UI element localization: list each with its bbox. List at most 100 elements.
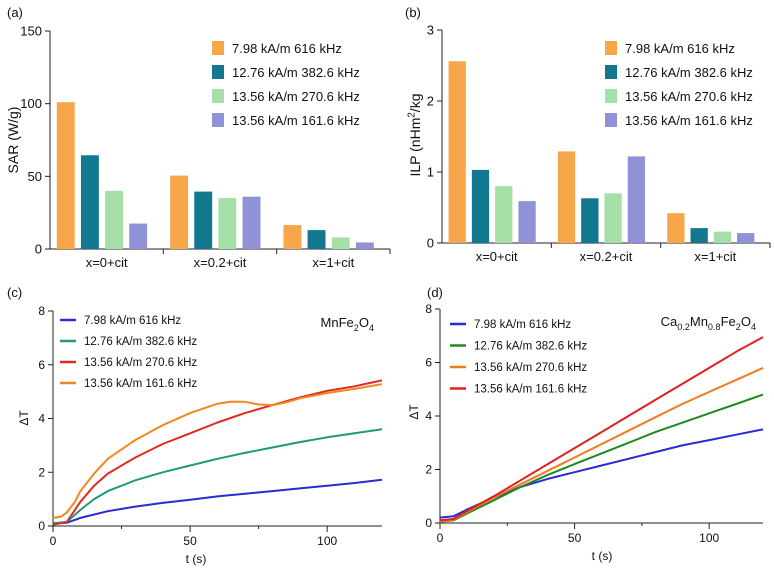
- legend-label: 7.98 kA/m 616 kHz: [474, 319, 571, 331]
- compound-annotation-part: 4: [751, 322, 756, 332]
- y-tick-label: 100: [20, 96, 42, 111]
- compound-annotation-part: 0.8: [708, 322, 721, 332]
- legend-label: 12.76 kA/m 382.6 kHz: [474, 341, 587, 353]
- x-tick-label: x=1+cit: [312, 255, 354, 270]
- legend-label: 7.98 kA/m 616 kHz: [625, 41, 735, 56]
- y-tick-label: 4: [38, 412, 45, 426]
- legend-swatch: [212, 65, 224, 79]
- legend-swatch: [212, 41, 224, 55]
- compound-annotation-part: Fe: [721, 314, 736, 329]
- bar: [581, 198, 599, 243]
- legend-label: 13.56 kA/m 270.6 kHz: [84, 357, 197, 369]
- bar: [737, 233, 755, 243]
- panel-label-d: (d): [427, 285, 443, 300]
- series-line: [52, 383, 383, 519]
- y-tick-label: 6: [425, 356, 432, 370]
- y-axis-label-b: ILP (nHm2/kg: [406, 93, 423, 176]
- compound-annotation: Ca0.2Mn0.8Fe2O4: [661, 314, 756, 332]
- bar: [690, 228, 708, 243]
- series-line: [52, 379, 383, 526]
- legend-label: 13.56 kA/m 161.6 kHz: [474, 384, 587, 396]
- compound-annotation-part: 0.2: [677, 322, 690, 332]
- y-tick-label: 8: [38, 304, 45, 318]
- panel-label-a: (a): [7, 5, 23, 20]
- bar: [448, 61, 466, 243]
- y-axis-label-b-part: 2: [406, 112, 417, 117]
- x-tick-label: 50: [183, 534, 197, 548]
- series-line: [439, 393, 764, 523]
- y-tick-label: 2: [427, 94, 434, 109]
- bar: [331, 237, 350, 249]
- series-line: [439, 366, 764, 523]
- legend-label: 13.56 kA/m 161.6 kHz: [625, 113, 753, 128]
- x-tick-label: x=0+cit: [476, 249, 518, 264]
- legend-label: 12.76 kA/m 382.6 kHz: [625, 65, 753, 80]
- series-line: [439, 336, 764, 522]
- compound-annotation: MnFe2O4: [321, 315, 374, 333]
- y-tick-label: 0: [427, 236, 434, 251]
- x-tick-label: 0: [437, 531, 444, 545]
- bar: [105, 190, 123, 249]
- bar: [283, 225, 302, 249]
- compound-annotation-part: Mn: [690, 314, 708, 329]
- compound-annotation-part: O: [741, 314, 751, 329]
- series-line: [439, 428, 764, 519]
- y-tick-label: 0: [38, 519, 45, 533]
- compound-annotation-part: 2: [736, 322, 741, 332]
- panel-label-c: (c): [7, 285, 22, 300]
- y-tick-label: 6: [38, 358, 45, 372]
- x-tick-label: 100: [317, 534, 337, 548]
- bar: [80, 155, 99, 249]
- x-tick-label: x=0+cit: [86, 255, 128, 270]
- x-tick-label: x=0.2+cit: [580, 249, 633, 264]
- y-axis-label-d: ΔT: [407, 404, 421, 420]
- legend-label: 13.56 kA/m 161.6 kHz: [232, 113, 360, 128]
- legend-swatch: [605, 113, 617, 127]
- compound-annotation-part: 4: [369, 323, 374, 333]
- y-axis-label-c: ΔT: [17, 410, 31, 426]
- x-axis-label-c: t (s): [186, 552, 207, 566]
- bar: [604, 193, 622, 243]
- legend-label: 12.76 kA/m 382.6 kHz: [84, 336, 197, 348]
- bar: [667, 213, 685, 243]
- legend-swatch: [212, 89, 224, 103]
- legend-label: 13.56 kA/m 161.6 kHz: [84, 378, 197, 390]
- y-tick-label: 0: [35, 242, 42, 257]
- chart-a: 0 50 100 150 x=0+cit x=0.2+cit x=1+cit 7.98 kA/…: [20, 24, 391, 270]
- y-tick-label: 3: [427, 23, 434, 38]
- x-axis-label-d: t (s): [592, 549, 613, 563]
- bar: [307, 230, 326, 249]
- legend-label: 13.56 kA/m 270.6 kHz: [474, 362, 587, 374]
- legend-swatch: [212, 113, 224, 127]
- series-line: [52, 478, 383, 525]
- bar: [242, 196, 261, 249]
- bar: [218, 198, 237, 249]
- bar: [518, 201, 536, 243]
- x-tick-label: x=1+cit: [694, 249, 736, 264]
- y-axis-label-a: SAR (W/g): [5, 107, 21, 174]
- bar: [170, 175, 189, 249]
- y-tick-label: 2: [38, 465, 45, 479]
- legend-label: 7.98 kA/m 616 kHz: [84, 315, 181, 327]
- legend-swatch: [605, 65, 617, 79]
- bar: [56, 102, 75, 249]
- legend-label: 12.76 kA/m 382.6 kHz: [232, 65, 360, 80]
- compound-annotation-part: Ca: [661, 314, 678, 329]
- y-tick-label: 150: [20, 24, 42, 39]
- y-tick-label: 0: [425, 516, 432, 530]
- legend-label: 13.56 kA/m 270.6 kHz: [625, 89, 753, 104]
- legend-swatch: [605, 89, 617, 103]
- bar: [471, 169, 490, 243]
- panel-label-b: (b): [405, 5, 421, 20]
- y-tick-label: 2: [425, 463, 432, 477]
- compound-annotation-part: O: [359, 315, 369, 330]
- y-tick-label: 1: [427, 165, 434, 180]
- compound-annotation-part: 2: [354, 323, 359, 333]
- y-tick-label: 50: [28, 169, 42, 184]
- x-tick-label: 100: [699, 531, 719, 545]
- bar: [129, 223, 148, 249]
- legend-swatch: [605, 41, 617, 55]
- y-tick-label: 8: [425, 302, 432, 316]
